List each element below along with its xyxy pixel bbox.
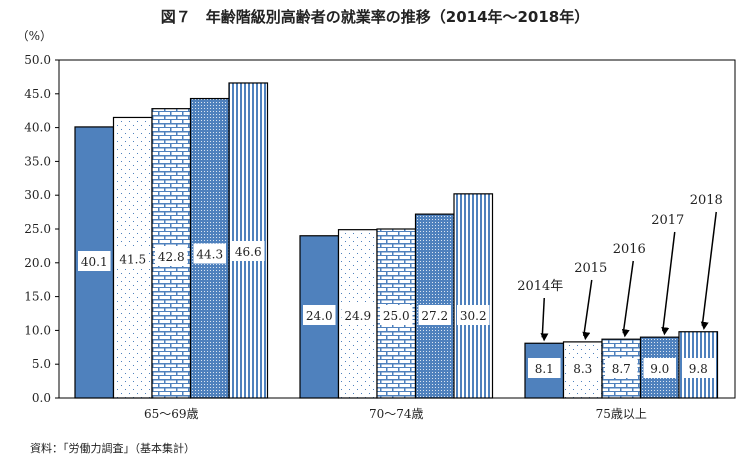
- data-label-bg: [566, 358, 599, 378]
- data-label: 24.9: [344, 309, 371, 323]
- legend-arrow: [582, 279, 593, 341]
- data-label-bg: [193, 243, 226, 264]
- x-tick-label: 75歳以上: [596, 407, 647, 421]
- y-tick-label: 50.0: [24, 53, 51, 67]
- data-label: 41.5: [119, 253, 146, 267]
- data-label: 27.2: [421, 309, 448, 323]
- data-label-bg: [232, 241, 265, 261]
- data-label: 8.3: [573, 362, 592, 376]
- y-tick-label: 15.0: [24, 290, 51, 304]
- source-note: 資料：「労働力調査」（基本集計）: [30, 442, 195, 455]
- y-tick-label: 35.0: [24, 154, 51, 168]
- y-tick-label: 10.0: [24, 323, 51, 337]
- legend-year-label: 2017: [651, 213, 684, 228]
- data-label: 8.7: [612, 362, 631, 376]
- data-label-bg: [457, 305, 490, 325]
- data-label: 24.0: [306, 309, 333, 323]
- legend-year-label: 2015: [574, 261, 607, 276]
- y-tick-label: 0.0: [32, 391, 51, 405]
- y-tick-label: 20.0: [24, 256, 51, 270]
- data-label-bg: [418, 305, 451, 325]
- y-tick-label: 25.0: [24, 222, 51, 236]
- x-tick-label: 65～69歳: [144, 407, 199, 421]
- legend-year-label: 2016: [613, 242, 646, 257]
- data-label: 42.8: [158, 250, 185, 264]
- legend-arrow: [621, 260, 634, 338]
- legend-year-label: 2014年: [517, 279, 563, 294]
- data-label-bg: [341, 305, 374, 325]
- y-tick-label: 40.0: [24, 121, 51, 135]
- data-label: 9.0: [650, 362, 669, 376]
- data-label: 25.0: [383, 309, 410, 323]
- data-label: 8.1: [535, 362, 554, 376]
- data-label: 9.8: [689, 362, 708, 376]
- data-label-bg: [643, 358, 676, 378]
- legend-arrow: [661, 231, 676, 336]
- data-label-bg: [155, 246, 188, 266]
- y-tick-label: 30.0: [24, 188, 51, 202]
- data-label-bg: [380, 305, 413, 325]
- bar: [228, 82, 269, 399]
- data-label-bg: [78, 251, 111, 271]
- data-label-bg: [116, 248, 149, 269]
- x-tick-label: 70～74歳: [369, 407, 424, 421]
- y-tick-label: 5.0: [32, 357, 51, 371]
- data-label-bg: [605, 358, 638, 378]
- legend-arrow: [540, 297, 549, 342]
- y-axis-label: （%）: [17, 29, 52, 43]
- legend-arrow: [700, 211, 717, 330]
- data-label-bg: [528, 358, 561, 378]
- data-label: 46.6: [235, 245, 262, 259]
- data-label-bg: [303, 305, 336, 325]
- legend-year-label: 2018: [690, 193, 723, 208]
- data-label-bg: [682, 358, 715, 378]
- chart-title: 図７ 年齢階級別高齢者の就業率の推移（2014年～2018年）: [160, 8, 590, 26]
- bar: [453, 193, 494, 399]
- data-label: 40.1: [81, 255, 108, 269]
- y-tick-label: 45.0: [24, 87, 51, 101]
- data-label: 44.3: [196, 248, 223, 262]
- data-label: 30.2: [460, 309, 487, 323]
